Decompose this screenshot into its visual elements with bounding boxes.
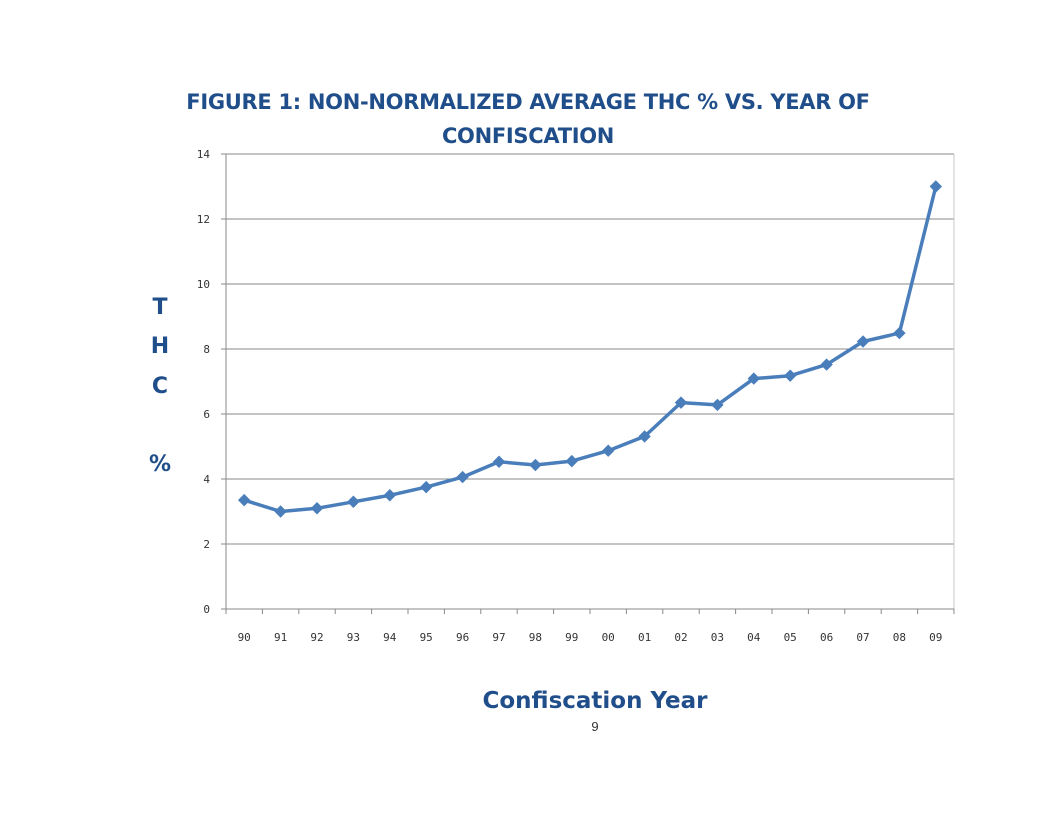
series-line (243, 186, 938, 514)
x-tick-label: 90 (238, 631, 251, 644)
y-tick-label: 0 (203, 603, 210, 616)
gridlines (226, 153, 954, 545)
axes (221, 153, 955, 614)
y-tick-label: 12 (197, 213, 210, 226)
data-point-90 (237, 493, 251, 507)
x-tick-label: 97 (492, 631, 505, 644)
data-point-98 (529, 458, 542, 472)
chart-title-line-1: FIGURE 1: NON-NORMALIZED AVERAGE THC % V… (186, 90, 870, 114)
data-point-01 (638, 430, 651, 443)
data-point-04 (747, 372, 761, 385)
x-tick-label: 94 (383, 631, 397, 644)
x-axis-label: Confiscation Year (482, 688, 708, 714)
y-axis-label-t: T (152, 295, 168, 320)
data-point-96 (456, 470, 469, 484)
chart-title-line-2: CONFISCATION (441, 124, 615, 148)
x-tick-label: 92 (310, 631, 323, 644)
data-point-08 (893, 326, 906, 340)
y-tick-label: 4 (203, 473, 210, 486)
data-point-95 (419, 480, 433, 494)
x-tick-label: 02 (674, 631, 687, 644)
data-point-09 (929, 180, 943, 193)
x-tick-label: 07 (856, 631, 869, 644)
x-tick-label: 05 (784, 631, 797, 644)
page-number: 9 (591, 719, 599, 734)
x-tick-label: 01 (638, 631, 651, 644)
y-axis-label-h: H (150, 334, 170, 359)
x-tick-label: 96 (456, 631, 469, 644)
x-tick-label: 95 (420, 631, 433, 644)
x-tick-label: 08 (893, 631, 906, 644)
data-point-05 (783, 369, 797, 382)
x-tick-label: 99 (565, 631, 578, 644)
data-point-03 (711, 398, 724, 412)
y-axis-label-percent: % (148, 452, 172, 477)
data-point-92 (310, 502, 324, 515)
y-tick-label: 8 (203, 343, 210, 356)
x-tick-label: 09 (929, 631, 942, 644)
data-point-91 (274, 505, 287, 518)
data-point-93 (347, 495, 360, 508)
y-tick-label: 10 (197, 278, 210, 291)
x-tick-label: 98 (529, 631, 542, 644)
y-axis-label-c: C (151, 374, 169, 399)
data-point-99 (565, 454, 579, 468)
y-tick-label: 14 (197, 148, 211, 161)
y-tick-label: 6 (203, 408, 210, 421)
y-tick-label: 2 (203, 538, 210, 551)
series-thc (237, 180, 943, 518)
data-point-07 (856, 335, 870, 348)
x-tick-label: 93 (347, 631, 360, 644)
data-point-97 (492, 455, 506, 468)
x-tick-label: 06 (820, 631, 833, 644)
x-tick-label: 00 (602, 631, 615, 644)
data-point-94 (383, 489, 397, 502)
data-point-06 (820, 358, 833, 371)
data-point-02 (674, 396, 688, 409)
x-tick-label: 04 (747, 631, 761, 644)
data-point-00 (601, 444, 615, 457)
x-tick-label: 91 (274, 631, 287, 644)
x-tick-label: 03 (711, 631, 724, 644)
